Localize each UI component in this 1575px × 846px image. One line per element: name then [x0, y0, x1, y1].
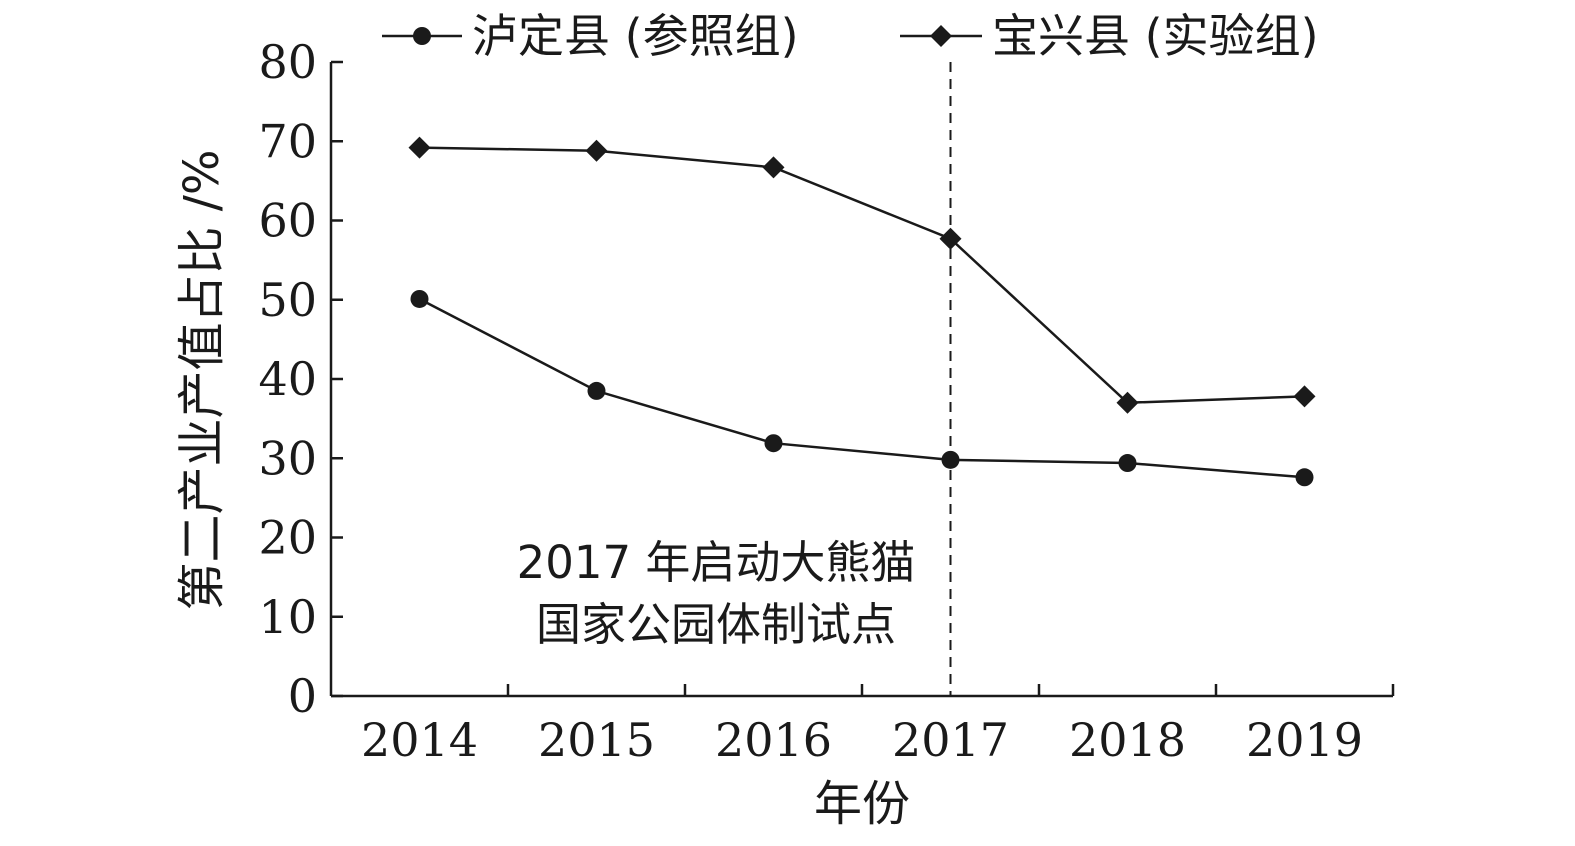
y-tick-label: 50 — [258, 273, 317, 327]
data-point-diamond — [1293, 385, 1316, 408]
y-tick-label: 40 — [258, 352, 317, 406]
series-layer — [408, 136, 1316, 487]
x-tick-label: 2016 — [715, 713, 832, 767]
data-point-circle — [1118, 454, 1137, 473]
annotation: 2017 年启动大熊猫 国家公园体制试点 — [517, 536, 916, 651]
y-tick-label: 60 — [258, 194, 317, 248]
data-point-diamond — [585, 139, 608, 162]
data-point-diamond — [408, 136, 431, 159]
y-tick-label: 10 — [258, 590, 317, 644]
data-point-circle — [410, 289, 429, 308]
series-line — [419, 146, 1305, 405]
legend-item-baoxing: 宝兴县 (实验组) — [900, 9, 1319, 63]
y-tick-label: 70 — [258, 114, 317, 168]
y-tick-label: 30 — [258, 431, 317, 485]
data-point-circle — [587, 381, 606, 400]
legend-item-luding: 泸定县 (参照组) — [382, 9, 799, 63]
y-tick-label: 80 — [258, 35, 317, 89]
legend-diamond-marker-icon — [930, 25, 952, 47]
legend-label-baoxing: 宝兴县 (实验组) — [992, 9, 1319, 63]
annotation-line-2: 国家公园体制试点 — [536, 598, 896, 651]
y-tick-label: 20 — [258, 511, 317, 565]
series-luding — [410, 289, 1314, 487]
x-tick-label: 2017 — [892, 713, 1009, 767]
x-tick-label: 2018 — [1069, 713, 1186, 767]
legend: 泸定县 (参照组) 宝兴县 (实验组) — [382, 9, 1319, 63]
x-ticks: 2014 2015 2016 2017 2018 2019 — [361, 684, 1395, 767]
y-ticks: 0 10 20 30 40 50 60 70 80 — [258, 35, 343, 723]
series-line — [418, 297, 1305, 479]
legend-circle-marker-icon — [413, 27, 431, 45]
data-point-circle — [764, 434, 783, 453]
annotation-line-1: 2017 年启动大熊猫 — [517, 536, 916, 589]
data-point-diamond — [1116, 391, 1139, 414]
data-point-circle — [941, 450, 960, 469]
y-tick-label: 0 — [288, 669, 317, 723]
x-axis-title: 年份 — [814, 776, 910, 832]
x-tick-label: 2019 — [1246, 713, 1363, 767]
data-point-diamond — [939, 227, 962, 250]
x-tick-label: 2014 — [361, 713, 478, 767]
data-point-diamond — [762, 156, 785, 179]
series-baoxing — [408, 136, 1316, 414]
legend-label-luding: 泸定县 (参照组) — [472, 9, 799, 63]
data-point-circle — [1295, 468, 1314, 487]
x-tick-label: 2015 — [538, 713, 655, 767]
y-axis-title: 第二产业产值占比 /% — [174, 149, 230, 610]
